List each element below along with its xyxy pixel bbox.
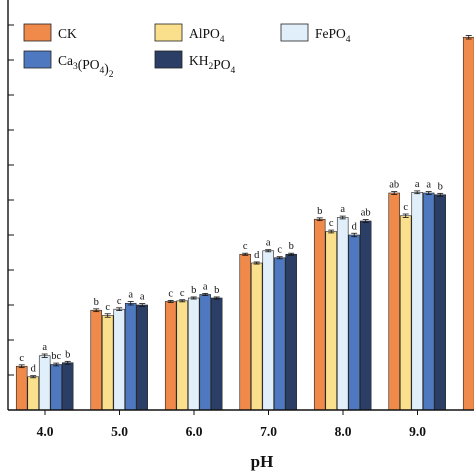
bar	[61, 362, 74, 411]
significance-label: c	[19, 353, 24, 364]
significance-label: c	[168, 288, 173, 299]
bar	[399, 215, 412, 411]
legend-label: AlPO4	[189, 26, 225, 45]
bar	[336, 217, 349, 411]
bar	[250, 262, 263, 411]
bar	[325, 231, 337, 411]
legend-swatch	[154, 23, 183, 42]
x-tick-label: 7.0	[260, 424, 277, 439]
significance-label: b	[65, 349, 70, 360]
bar	[210, 297, 223, 411]
bar	[313, 218, 326, 411]
bar	[27, 376, 39, 411]
significance-label: ab	[389, 180, 399, 191]
bar	[239, 253, 251, 411]
bar	[90, 309, 102, 411]
significance-label: a	[426, 180, 431, 191]
bar	[164, 301, 177, 411]
bar	[113, 308, 125, 411]
significance-label: d	[31, 364, 37, 375]
x-tick-label: 9.0	[409, 424, 426, 439]
significance-label: c	[329, 218, 334, 229]
legend-swatch	[154, 50, 183, 69]
significance-label: a	[340, 204, 345, 215]
significance-label: b	[191, 285, 196, 296]
legend: CK AlPO4 FePO4 Ca3(PO4)2 KH2PO4	[23, 23, 351, 80]
significance-label: c	[243, 241, 248, 252]
bar	[422, 192, 435, 411]
x-axis-title: pH	[251, 452, 274, 471]
bar	[285, 253, 297, 411]
bar	[136, 304, 148, 411]
significance-label: b	[317, 206, 322, 217]
x-tick-label: 8.0	[335, 424, 352, 439]
significance-label: a	[128, 290, 133, 301]
significance-label: b	[94, 297, 99, 308]
legend-label: CK	[58, 26, 77, 41]
bar	[38, 355, 51, 411]
significance-label: a	[415, 179, 420, 190]
bar	[187, 297, 200, 411]
significance-label: bc	[51, 351, 61, 362]
x-tick-label: 5.0	[111, 424, 128, 439]
bar	[273, 257, 286, 411]
significance-label: a	[140, 292, 145, 303]
legend-label: FePO4	[315, 26, 351, 45]
significance-label: d	[254, 250, 260, 261]
bar	[124, 302, 137, 411]
bar	[434, 194, 446, 411]
significance-label: ab	[361, 208, 371, 219]
x-tick-label: 4.0	[37, 424, 54, 439]
x-tick-label: 6.0	[186, 424, 203, 439]
bar	[50, 364, 62, 411]
significance-label: c	[180, 288, 185, 299]
bar	[199, 294, 211, 411]
bar	[388, 192, 400, 411]
significance-label: c	[117, 296, 122, 307]
bar	[348, 234, 360, 411]
significance-label: d	[352, 221, 358, 232]
legend-swatch	[23, 23, 52, 42]
legend-label: KH2PO4	[189, 53, 236, 76]
significance-label: a	[203, 281, 208, 292]
significance-label: b	[289, 241, 294, 252]
bar	[359, 220, 372, 411]
bar	[262, 250, 274, 411]
significance-label: b	[214, 285, 219, 296]
significance-label: c	[277, 245, 282, 256]
bar	[176, 300, 188, 411]
bar	[15, 365, 28, 411]
significance-label: b	[438, 181, 443, 192]
bar	[411, 192, 423, 411]
legend-swatch	[23, 50, 52, 69]
significance-label: a	[42, 342, 47, 353]
significance-label: a	[266, 238, 271, 249]
significance-label: c	[403, 202, 408, 213]
legend-label: Ca3(PO4)2	[58, 53, 114, 80]
bar	[462, 36, 474, 411]
bar	[101, 315, 114, 411]
significance-label: c	[105, 302, 110, 313]
legend-swatch	[280, 23, 309, 42]
